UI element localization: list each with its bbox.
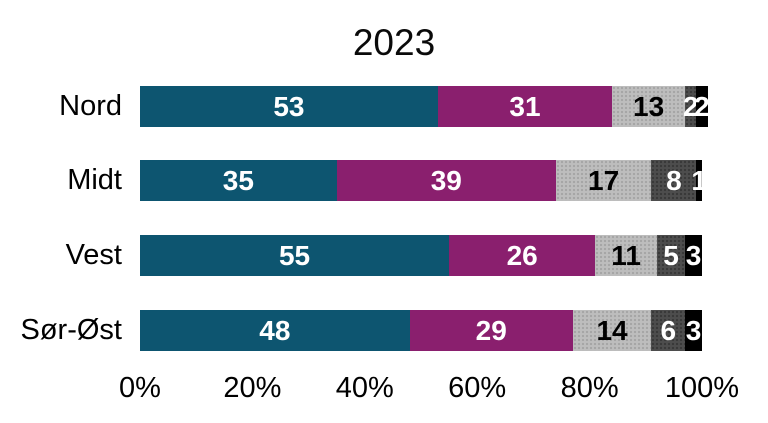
x-axis-tick-label: 100% <box>664 372 740 404</box>
x-axis-tick-label: 40% <box>335 372 394 404</box>
category-label: Vest <box>65 239 122 271</box>
bar-segment: 39 <box>336 160 556 201</box>
bar-track: 35 39 17 8 1 <box>140 160 707 201</box>
segment-value-label: 17 <box>588 165 620 196</box>
bar-segment: 3 <box>685 235 702 276</box>
segment-value-label: 31 <box>509 91 541 122</box>
bar-track: 48 29 14 6 3 <box>140 310 702 351</box>
segment-value-label: 53 <box>273 91 305 122</box>
segment-value-label: 5 <box>663 240 679 271</box>
bar-track: 53 31 13 2 2 <box>140 86 710 127</box>
chart-title: 2023 <box>352 22 436 63</box>
segment-value-label: 39 <box>430 165 462 196</box>
segment-value-label: 2 <box>694 91 710 122</box>
x-axis: 0% 20% 40% 60% 80% 100% <box>0 372 768 412</box>
segment-value-label: 11 <box>611 240 641 271</box>
bar-row: Midt 35 39 17 8 1 <box>0 160 768 201</box>
bar-segment: 55 <box>140 235 450 276</box>
segment-value-label: 2 <box>682 91 699 122</box>
segment-value-label: 6 <box>660 315 677 346</box>
segment-value-label: 29 <box>475 315 507 346</box>
segment-value-label: 1 <box>691 165 707 196</box>
bar-segment: 26 <box>449 235 596 276</box>
segment-value-label: 14 <box>596 315 628 346</box>
bar-segment: 13 <box>612 86 686 127</box>
segment-value-label: 3 <box>685 315 702 346</box>
bar-segment: 5 <box>657 235 686 276</box>
bar-row: Nord 53 31 13 2 2 <box>0 86 768 127</box>
bar-track: 55 26 11 5 3 <box>140 235 702 276</box>
bar-segment: 14 <box>572 310 652 351</box>
bar-segment: 53 <box>140 86 438 127</box>
segment-value-label: 48 <box>259 315 291 346</box>
x-axis-tick-label: 20% <box>223 372 282 404</box>
x-axis-tick-label: 60% <box>448 372 507 404</box>
segment-value-label: 8 <box>666 165 682 196</box>
x-axis-tick-label: 0% <box>119 372 161 404</box>
category-label: Nord <box>59 90 122 122</box>
bar-segment: 2 <box>694 86 710 127</box>
category-label: Midt <box>67 164 122 196</box>
bar-segment: 11 <box>595 235 658 276</box>
bar-row: Sør-Øst 48 29 14 6 3 <box>0 310 768 351</box>
bar-segment: 2 <box>682 86 699 127</box>
bar-segment: 29 <box>409 310 573 351</box>
bar-segment: 3 <box>685 310 702 351</box>
bar-segment: 6 <box>651 310 686 351</box>
category-label: Sør-Øst <box>20 314 123 346</box>
segment-value-label: 26 <box>506 240 538 271</box>
bar-segment: 31 <box>437 86 613 127</box>
segment-value-label: 3 <box>685 240 702 271</box>
segment-value-label: 35 <box>222 165 254 196</box>
bar-segment: 35 <box>140 160 337 201</box>
segment-value-label: 13 <box>633 91 665 122</box>
bar-row: Vest 55 26 11 5 3 <box>0 235 768 276</box>
bar-segment: 17 <box>555 160 652 201</box>
x-axis-tick-label: 80% <box>560 372 619 404</box>
bar-segment: 48 <box>140 310 410 351</box>
bar-segment: 1 <box>691 160 707 201</box>
bar-segment: 8 <box>651 160 697 201</box>
segment-value-label: 55 <box>278 240 311 271</box>
